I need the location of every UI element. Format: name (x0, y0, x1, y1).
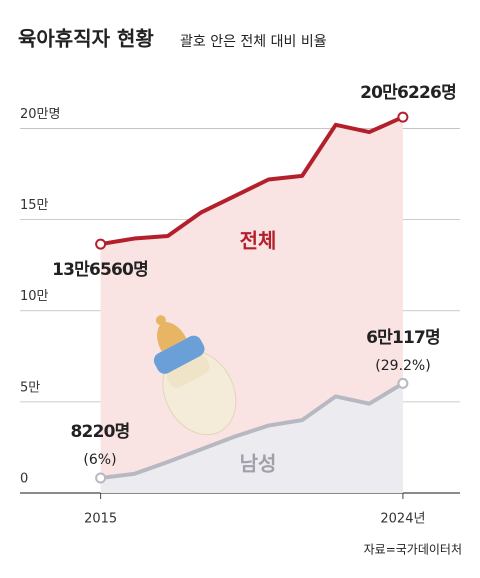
series-line (100, 381, 404, 481)
chart-subtitle: 괄호 안은 전체 대비 비율 (180, 34, 327, 50)
series-name: 남성 (240, 452, 277, 476)
source: 자료=국가데이터처 (364, 543, 462, 557)
endpoint-marker (95, 238, 107, 250)
y-tick-label: 15만 (20, 198, 49, 213)
y-tick-label: 5만 (20, 380, 40, 395)
value-label: 20만6226명 (360, 83, 456, 103)
baby-bottle-illustration (153, 315, 237, 436)
x-tick-label: 2015 (84, 512, 117, 527)
endpoint-marker (95, 472, 107, 484)
endpoint-marker (397, 111, 409, 123)
share-label: (6%) (83, 452, 116, 468)
value-label: 13만6560명 (52, 260, 148, 280)
value-label: 6만117명 (366, 328, 440, 348)
value-label: 8220명 (71, 422, 130, 442)
bottle-waist (166, 355, 210, 388)
y-tick-label: 0 (20, 472, 28, 487)
nipple-tip (155, 315, 166, 326)
bottle-nipple (157, 322, 187, 352)
series-line (100, 115, 404, 247)
chart-title: 육아휴직자 현황 (18, 27, 154, 51)
bottle-cap (153, 335, 205, 374)
endpoint-marker (397, 377, 409, 389)
y-tick-label: 10만 (20, 289, 49, 304)
y-tick-label: 20만명 (20, 107, 60, 122)
x-tick-label: 2024년 (380, 512, 425, 527)
share-label: (29.2%) (375, 358, 430, 374)
series-name: 전체 (240, 229, 277, 253)
series-area (100, 383, 403, 493)
